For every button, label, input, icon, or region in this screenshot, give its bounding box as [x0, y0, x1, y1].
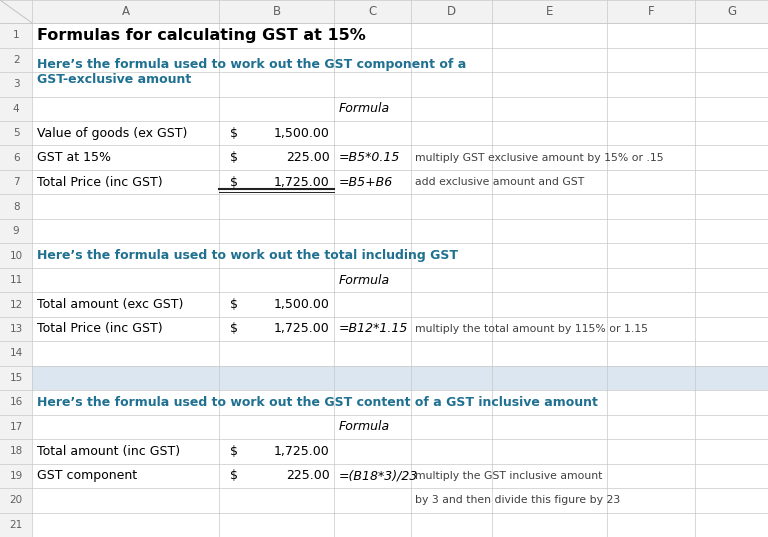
Bar [0, 194, 32, 219]
Text: $: $ [230, 469, 238, 482]
Text: 11: 11 [9, 275, 23, 285]
Text: Here’s the formula used to work out the GST component of a
GST-exclusive amount: Here’s the formula used to work out the … [37, 58, 466, 86]
Text: multiply GST exclusive amount by 15% or .15: multiply GST exclusive amount by 15% or … [415, 153, 664, 163]
Text: G: G [727, 5, 736, 18]
Text: GST at 15%: GST at 15% [37, 151, 111, 164]
Text: 225.00: 225.00 [286, 151, 329, 164]
Bar [0, 23, 32, 48]
Bar [32, 366, 768, 390]
Bar [0, 341, 32, 366]
Text: B: B [273, 5, 280, 18]
Text: Value of goods (ex GST): Value of goods (ex GST) [37, 127, 187, 140]
Bar [0, 292, 32, 317]
Text: 8: 8 [13, 201, 19, 212]
Bar [0, 170, 32, 194]
Text: =B5*0.15: =B5*0.15 [339, 151, 400, 164]
Bar [0, 268, 32, 292]
Text: 1,500.00: 1,500.00 [273, 127, 329, 140]
Bar [0, 415, 32, 439]
Text: 1: 1 [13, 30, 19, 40]
Text: GST component: GST component [37, 469, 137, 482]
Text: E: E [545, 5, 553, 18]
Text: multiply the total amount by 115% or 1.15: multiply the total amount by 115% or 1.1… [415, 324, 648, 334]
Text: 1,725.00: 1,725.00 [273, 323, 329, 336]
Bar [0, 317, 32, 341]
Text: C: C [369, 5, 376, 18]
Text: =(B18*3)/23: =(B18*3)/23 [339, 469, 418, 482]
Text: 1,725.00: 1,725.00 [273, 445, 329, 458]
Bar [0, 463, 32, 488]
Text: 14: 14 [9, 349, 23, 359]
Text: add exclusive amount and GST: add exclusive amount and GST [415, 177, 584, 187]
Text: 13: 13 [9, 324, 23, 334]
Text: 6: 6 [13, 153, 19, 163]
Text: 2: 2 [13, 55, 19, 65]
Text: 3: 3 [13, 79, 19, 89]
Text: 5: 5 [13, 128, 19, 138]
Text: 7: 7 [13, 177, 19, 187]
Bar [0, 0, 768, 23]
Text: 15: 15 [9, 373, 23, 383]
Text: 1,500.00: 1,500.00 [273, 298, 329, 311]
Bar [0, 366, 32, 390]
Text: by 3 and then divide this figure by 23: by 3 and then divide this figure by 23 [415, 495, 621, 505]
Text: Total Price (inc GST): Total Price (inc GST) [37, 323, 163, 336]
Text: 9: 9 [13, 226, 19, 236]
Text: =B12*1.15: =B12*1.15 [339, 323, 408, 336]
Bar [0, 219, 32, 243]
Text: 12: 12 [9, 300, 23, 309]
Text: =B5+B6: =B5+B6 [339, 176, 393, 188]
Text: 17: 17 [9, 422, 23, 432]
Text: Formula: Formula [339, 420, 390, 433]
Text: Formula: Formula [339, 273, 390, 287]
Text: Formulas for calculating GST at 15%: Formulas for calculating GST at 15% [37, 28, 366, 43]
Text: $: $ [230, 176, 238, 188]
Text: Formula: Formula [339, 102, 390, 115]
Text: F: F [647, 5, 654, 18]
Text: Total amount (exc GST): Total amount (exc GST) [37, 298, 184, 311]
Text: 1,725.00: 1,725.00 [273, 176, 329, 188]
Text: 20: 20 [9, 495, 23, 505]
Text: 19: 19 [9, 471, 23, 481]
Bar [0, 439, 32, 463]
Text: $: $ [230, 298, 238, 311]
Bar [0, 121, 32, 146]
Bar [0, 390, 32, 415]
Text: 21: 21 [9, 520, 23, 530]
Text: 18: 18 [9, 446, 23, 456]
Bar [0, 488, 32, 512]
Text: $: $ [230, 445, 238, 458]
Text: 10: 10 [9, 251, 23, 260]
Bar [0, 512, 32, 537]
Bar [0, 97, 32, 121]
Text: 4: 4 [13, 104, 19, 114]
Text: Here’s the formula used to work out the GST content of a GST inclusive amount: Here’s the formula used to work out the … [37, 396, 598, 409]
Text: Total Price (inc GST): Total Price (inc GST) [37, 176, 163, 188]
Bar [0, 243, 32, 268]
Text: Here’s the formula used to work out the total including GST: Here’s the formula used to work out the … [37, 249, 458, 262]
Text: A: A [121, 5, 130, 18]
Text: 16: 16 [9, 397, 23, 408]
Text: multiply the GST inclusive amount: multiply the GST inclusive amount [415, 471, 603, 481]
Bar [0, 72, 32, 97]
Text: 225.00: 225.00 [286, 469, 329, 482]
Text: D: D [447, 5, 455, 18]
Text: $: $ [230, 127, 238, 140]
Text: $: $ [230, 151, 238, 164]
Bar [0, 48, 32, 72]
Text: Total amount (inc GST): Total amount (inc GST) [37, 445, 180, 458]
Bar [0, 146, 32, 170]
Text: $: $ [230, 323, 238, 336]
